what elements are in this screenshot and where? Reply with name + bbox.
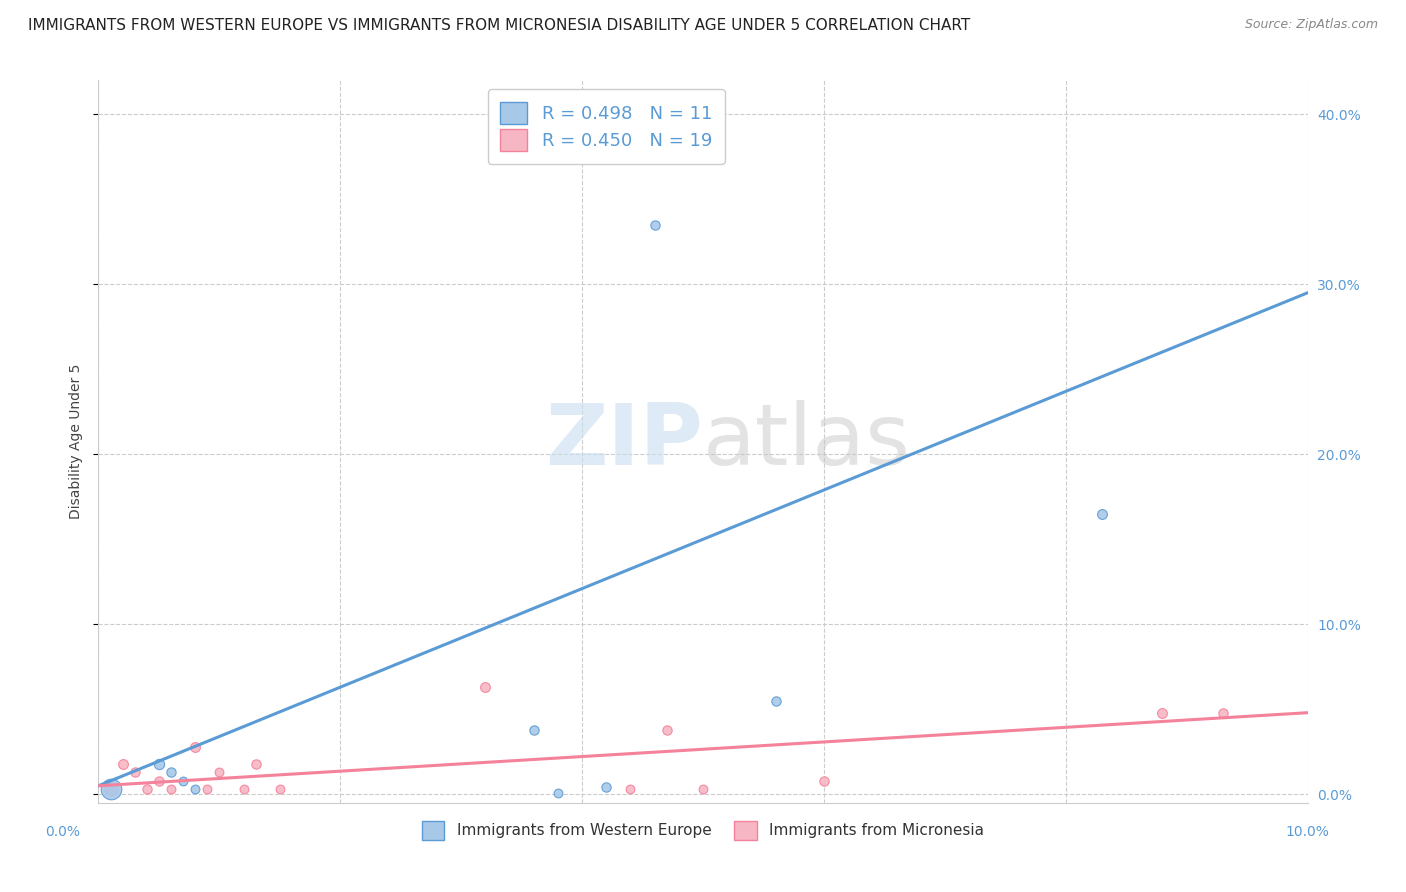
Point xyxy=(124,765,146,780)
Point xyxy=(644,218,666,232)
Point xyxy=(184,782,207,797)
Point xyxy=(547,786,569,800)
Point xyxy=(1212,706,1234,720)
Point xyxy=(111,756,134,771)
Point xyxy=(148,756,170,771)
Point xyxy=(619,782,641,797)
Text: Source: ZipAtlas.com: Source: ZipAtlas.com xyxy=(1244,18,1378,31)
Text: IMMIGRANTS FROM WESTERN EUROPE VS IMMIGRANTS FROM MICRONESIA DISABILITY AGE UNDE: IMMIGRANTS FROM WESTERN EUROPE VS IMMIGR… xyxy=(28,18,970,33)
Point xyxy=(195,782,218,797)
Point xyxy=(1091,507,1114,521)
Legend: Immigrants from Western Europe, Immigrants from Micronesia: Immigrants from Western Europe, Immigran… xyxy=(415,815,991,846)
Point xyxy=(184,739,207,754)
Text: atlas: atlas xyxy=(703,400,911,483)
Point xyxy=(245,756,267,771)
Point xyxy=(160,782,183,797)
Point xyxy=(232,782,254,797)
Point xyxy=(523,723,546,737)
Point xyxy=(172,773,194,788)
Point xyxy=(100,782,122,797)
Point xyxy=(148,773,170,788)
Point xyxy=(474,680,496,694)
Point xyxy=(813,773,835,788)
Point xyxy=(765,694,787,708)
Point xyxy=(269,782,291,797)
Text: ZIP: ZIP xyxy=(546,400,703,483)
Point xyxy=(692,782,714,797)
Point xyxy=(1152,706,1174,720)
Text: 10.0%: 10.0% xyxy=(1285,825,1330,838)
Point xyxy=(160,765,183,780)
Point xyxy=(208,765,231,780)
Point xyxy=(135,782,157,797)
Y-axis label: Disability Age Under 5: Disability Age Under 5 xyxy=(69,364,83,519)
Point xyxy=(100,782,122,797)
Text: 0.0%: 0.0% xyxy=(45,825,80,838)
Point xyxy=(655,723,678,737)
Point xyxy=(595,780,617,795)
